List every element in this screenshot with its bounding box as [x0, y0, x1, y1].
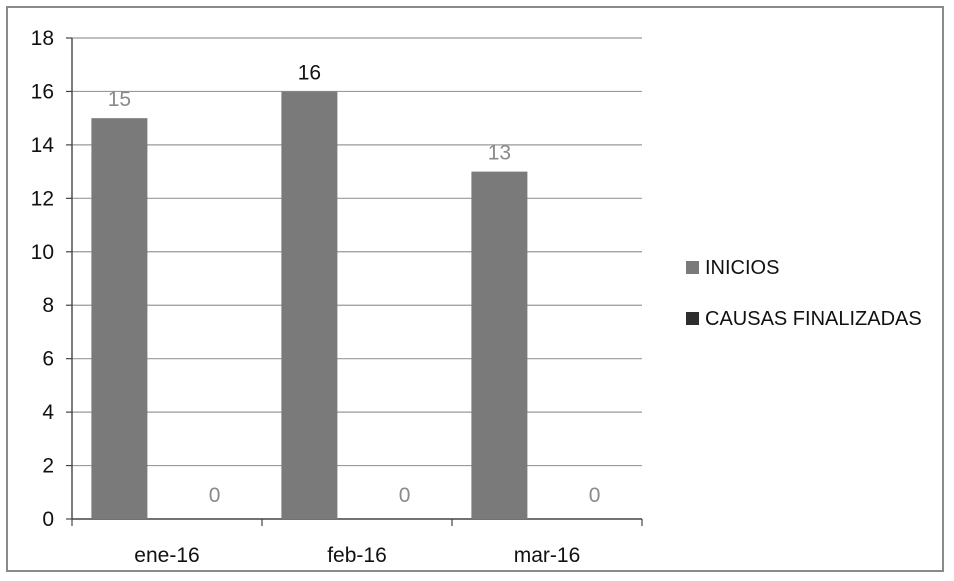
- y-tick-label: 0: [42, 508, 54, 531]
- y-tick-label: 16: [31, 80, 54, 103]
- data-label: 15: [108, 88, 131, 111]
- y-tick-label: 10: [31, 241, 54, 264]
- data-labels: 15 0 16 0 13 0: [108, 61, 601, 507]
- data-label: 16: [298, 61, 321, 84]
- y-tick-label: 6: [42, 348, 54, 371]
- legend-swatch: [686, 312, 699, 325]
- legend-label: CAUSAS FINALIZADAS: [705, 308, 922, 330]
- data-label: 0: [589, 484, 601, 507]
- bar-inicios: [471, 171, 528, 519]
- data-label: 13: [488, 142, 511, 165]
- y-tick-label: 2: [42, 455, 54, 478]
- x-axis: ene-16 feb-16 mar-16: [71, 518, 643, 567]
- data-label: 0: [209, 484, 221, 507]
- legend: INICIOS CAUSAS FINALIZADAS: [686, 257, 922, 330]
- x-tick-label: feb-16: [327, 544, 387, 567]
- bar-inicios: [281, 91, 338, 519]
- y-tick-label: 12: [31, 187, 54, 210]
- legend-label: INICIOS: [705, 257, 779, 279]
- x-tick-label: mar-16: [514, 544, 581, 567]
- y-tick-label: 14: [31, 134, 55, 157]
- bars: [91, 91, 528, 520]
- data-label: 0: [399, 484, 411, 507]
- x-tick-label: ene-16: [134, 544, 199, 567]
- y-tick-label: 18: [31, 27, 54, 50]
- y-tick-label: 8: [42, 294, 54, 317]
- y-axis: 0 2 4 6 8 10 12 14 16 18: [31, 27, 73, 531]
- bar-inicios: [91, 118, 148, 520]
- y-tick-label: 4: [42, 401, 54, 424]
- legend-swatch: [686, 261, 699, 274]
- gridlines: [72, 37, 642, 467]
